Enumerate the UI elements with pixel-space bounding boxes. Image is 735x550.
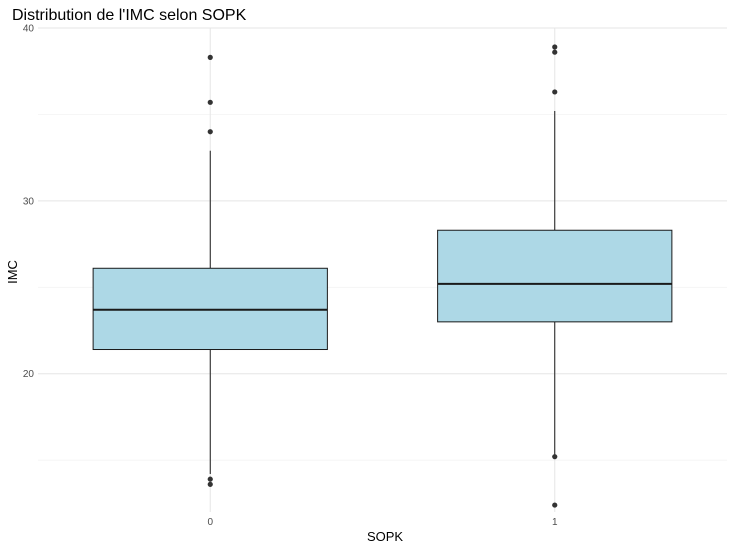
x-axis-title: SOPK <box>367 529 403 544</box>
x-tick-label: 1 <box>552 517 558 528</box>
outlier-point <box>552 454 558 460</box>
outlier-point <box>552 502 558 508</box>
y-axis-title: IMC <box>5 260 20 284</box>
box-group-1 <box>437 44 673 508</box>
outlier-point <box>207 481 213 487</box>
y-tick-label: 20 <box>23 369 35 380</box>
outlier-point <box>552 44 558 50</box>
outlier-point <box>207 99 213 105</box>
chart-title: Distribution de l'IMC selon SOPK <box>12 7 247 24</box>
tick-labels: 20 30 40 0 1 <box>23 24 558 529</box>
y-tick-label: 30 <box>23 196 35 207</box>
outlier-point <box>207 129 213 135</box>
outlier-point <box>207 54 213 60</box>
box-group-0 <box>92 54 328 487</box>
x-tick-label: 0 <box>207 517 213 528</box>
boxes <box>92 44 673 508</box>
outlier-point <box>552 49 558 55</box>
outlier-point <box>207 476 213 482</box>
y-tick-label: 40 <box>23 24 35 35</box>
outlier-point <box>552 89 558 95</box>
box-iqr <box>437 229 673 323</box>
